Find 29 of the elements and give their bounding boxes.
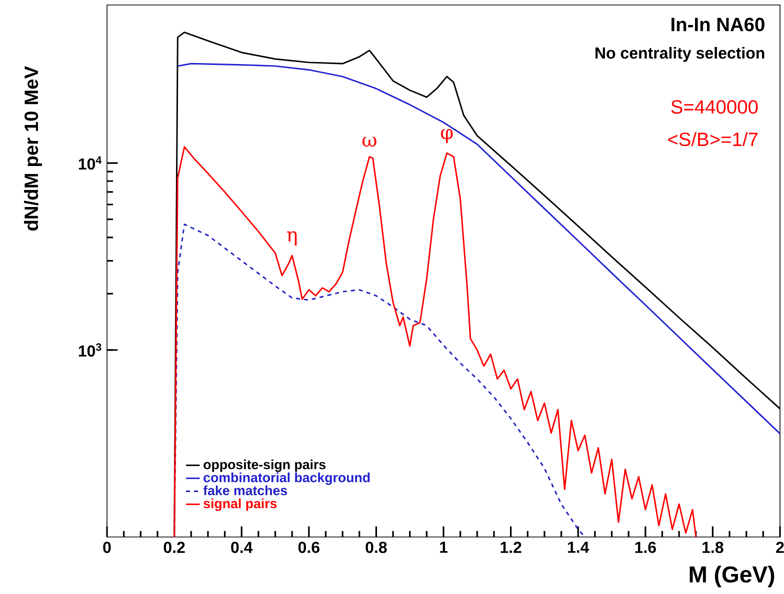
x-tick-label: 1.2 <box>500 542 522 553</box>
annotation: ω <box>362 136 376 147</box>
x-tick-label: 0.2 <box>164 542 185 554</box>
y-axis-title: dN/dM per 10 MeV <box>24 66 42 231</box>
x-tick-label: 1.4 <box>568 542 590 553</box>
text: In-In NA60 <box>672 18 764 32</box>
x-tick-label: 0 <box>103 542 111 554</box>
x-tick-label: 1.6 <box>635 542 656 554</box>
line-series <box>174 224 586 537</box>
legend-label: opposite-sign pairs <box>204 459 326 472</box>
x-tick-label: 0.6 <box>298 542 320 554</box>
x-tick-label: 1.8 <box>702 542 724 554</box>
text: No centrality selection <box>596 46 764 62</box>
legend-label: combinatorial background <box>204 472 370 485</box>
legend-label: signal pairs <box>204 498 277 511</box>
x-tick-label: 0.4 <box>231 542 253 554</box>
x-axis-title: M (GeV) <box>690 566 774 588</box>
y-tick-label: 10$^{4}$ <box>78 156 102 170</box>
annotation: η <box>287 231 297 246</box>
line-series <box>174 146 697 537</box>
x-tick-label: 0.8 <box>366 542 387 554</box>
annotation: <S/B>=1/7 <box>668 132 758 146</box>
x-tick-label: 1 <box>440 542 448 553</box>
line-series <box>176 62 780 434</box>
legend-label: fake matches <box>203 485 288 496</box>
annotation: φ <box>440 129 453 144</box>
y-tick-label: 10$^{3}$ <box>78 343 102 357</box>
x-tick-label: 2 <box>776 542 784 553</box>
annotation: S=440000 <box>671 100 758 114</box>
